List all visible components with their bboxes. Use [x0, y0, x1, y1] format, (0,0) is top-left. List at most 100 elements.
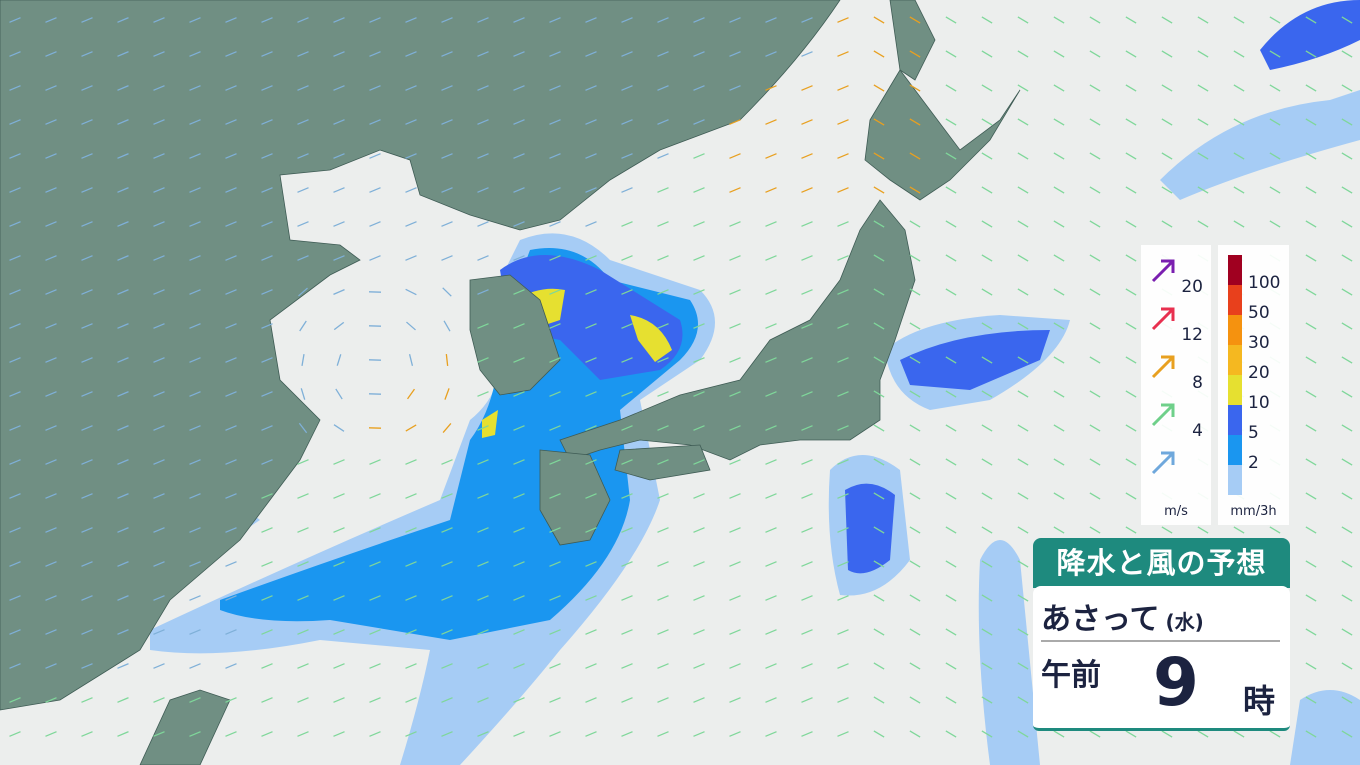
rain-area: [482, 410, 498, 438]
wind-arrow: [45, 493, 57, 499]
wind-arrow: [765, 391, 777, 397]
wind-arrow: [81, 357, 93, 363]
wind-arrow: [765, 561, 777, 567]
wind-arrow: [225, 51, 237, 57]
wind-arrow: [81, 595, 93, 601]
wind-arrow: [765, 425, 777, 431]
wind-arrow: [801, 357, 813, 363]
wind-arrow: [621, 493, 633, 499]
wind-arrow: [1089, 492, 1101, 500]
wind-arrow: [621, 697, 633, 703]
wind-arrow: [405, 85, 417, 91]
wind-arrow: [153, 357, 165, 363]
wind-arrow: [513, 493, 525, 499]
wind-arrow: [153, 459, 165, 465]
wind-arrow: [945, 152, 957, 160]
wind-arrow: [477, 527, 489, 533]
wind-arrow: [1305, 50, 1317, 58]
wind-arrow: [9, 17, 21, 23]
wind-arrow: [1089, 288, 1101, 296]
wind-arrow: [1341, 730, 1353, 738]
wind-arrow: [981, 322, 993, 330]
wind-arrow: [9, 595, 21, 601]
wind-arrow: [1053, 390, 1065, 398]
wind-arrow: [443, 320, 451, 332]
wind-arrow: [9, 527, 21, 533]
rain-color-swatch: [1228, 285, 1242, 315]
wind-arrow: [549, 357, 561, 363]
wind-arrow: [945, 322, 957, 330]
wind-arrow: [1305, 594, 1317, 602]
wind-arrow: [333, 697, 345, 703]
wind-arrow: [729, 731, 741, 737]
land-layer: [0, 0, 1021, 765]
wind-arrow: [81, 629, 93, 635]
wind-arrow: [1305, 254, 1317, 262]
wind-arrow: [189, 153, 201, 159]
wind-arrow: [801, 595, 813, 601]
wind-arrow: [297, 527, 309, 533]
wind-arrow: [981, 492, 993, 500]
wind-arrow: [45, 629, 57, 635]
wind-arrow: [261, 697, 273, 703]
rain-area: [1260, 0, 1360, 70]
wind-arrow: [444, 388, 450, 400]
wind-arrow: [1089, 424, 1101, 432]
wind-arrow: [441, 51, 453, 57]
wind-arrow-icon: [1151, 259, 1175, 283]
wind-arrow: [873, 50, 885, 58]
wind-arrow: [153, 119, 165, 125]
wind-arrow: [225, 493, 237, 499]
wind-arrow: [621, 357, 633, 363]
rain-unit: mm/3h: [1230, 504, 1277, 519]
wind-arrow: [333, 595, 345, 601]
wind-arrow: [297, 595, 309, 601]
wind-arrow: [729, 697, 741, 703]
wind-arrow: [909, 594, 921, 602]
wind-arrow: [441, 629, 453, 635]
wind-arrow: [9, 187, 21, 193]
wind-arrow: [81, 187, 93, 193]
wind-arrow: [513, 51, 525, 57]
wind-arrow: [1017, 84, 1029, 92]
rain-area: [845, 483, 895, 574]
rain-color-swatch: [1228, 405, 1242, 435]
wind-arrow: [297, 85, 309, 91]
wind-arrow: [153, 221, 165, 227]
wind-arrow: [693, 629, 705, 635]
wind-arrow: [981, 526, 993, 534]
wind-arrow: [477, 493, 489, 499]
wind-arrow: [1017, 628, 1029, 636]
wind-arrow: [801, 663, 813, 669]
wind-arrow: [1089, 322, 1101, 330]
wind-arrow: [441, 221, 453, 227]
wind-arrow: [837, 289, 849, 295]
wind-arrow: [765, 119, 777, 125]
wind-arrow: [477, 17, 489, 23]
rain-legend-row: 30: [1228, 315, 1288, 353]
wind-arrow: [1125, 730, 1137, 738]
wind-arrow: [729, 17, 741, 23]
wind-arrow: [81, 289, 93, 295]
wind-arrow: [1017, 696, 1029, 704]
wind-arrow: [1269, 118, 1281, 126]
wind-arrow: [549, 391, 561, 397]
wind-arrow: [513, 459, 525, 465]
wind-arrow: [1125, 288, 1137, 296]
wind-arrow: [1161, 118, 1173, 126]
wind-arrow: [405, 731, 417, 737]
wind-arrow: [621, 323, 633, 329]
wind-arrow: [81, 561, 93, 567]
wind-arrow: [9, 561, 21, 567]
wind-arrow: [765, 221, 777, 227]
wind-arrow: [1305, 16, 1317, 24]
wind-arrow: [369, 119, 381, 125]
wind-arrow: [585, 255, 597, 261]
wind-arrow: [441, 119, 453, 125]
wind-arrow: [837, 459, 849, 465]
wind-arrow: [621, 527, 633, 533]
wind-arrow: [729, 119, 741, 125]
wind-arrow: [1125, 254, 1137, 262]
wind-arrow: [657, 663, 669, 669]
wind-arrow: [333, 731, 345, 737]
